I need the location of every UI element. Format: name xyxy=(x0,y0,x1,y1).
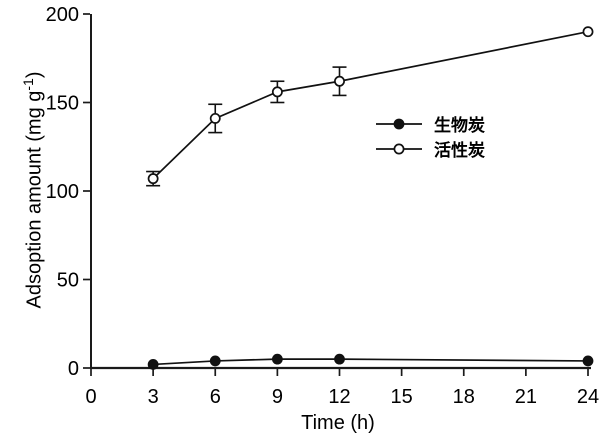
y-axis-title-superscript: -1 xyxy=(20,78,36,91)
data-point-filled-circle xyxy=(334,353,345,365)
y-tick-label: 100 xyxy=(46,181,79,203)
legend-item-biochar: 生物炭 xyxy=(375,111,485,136)
data-point-open-circle xyxy=(271,86,283,98)
filled-circle-marker xyxy=(376,118,422,129)
open-circle-marker xyxy=(376,143,422,154)
x-tick-label: 21 xyxy=(515,386,537,408)
data-point-open-circle xyxy=(334,75,345,87)
x-tick-label: 0 xyxy=(85,386,96,408)
data-point-filled-circle xyxy=(209,355,221,367)
y-axis-title: Adsoption amount (mg g-1) xyxy=(14,0,46,390)
data-point-filled-circle xyxy=(147,359,159,370)
x-tick-label: 18 xyxy=(453,386,475,408)
legend-item-activated-carbon: 活性炭 xyxy=(375,136,485,161)
data-point-open-circle xyxy=(147,173,159,185)
y-axis-title-close: ) xyxy=(23,71,46,79)
legend: 生物炭 活性炭 xyxy=(375,111,485,161)
x-axis-title: Time (h) xyxy=(301,412,375,434)
legend-label-activated-carbon: 活性炭 xyxy=(434,141,485,160)
x-tick-label: 24 xyxy=(577,386,599,408)
x-tick-label: 15 xyxy=(391,386,413,408)
data-point-filled-circle xyxy=(271,353,283,365)
x-tick-label: 9 xyxy=(272,386,283,408)
x-tick-label: 12 xyxy=(328,386,350,408)
y-tick-label: 0 xyxy=(68,358,79,380)
y-tick-label: 200 xyxy=(46,4,79,26)
legend-label-biochar: 生物炭 xyxy=(434,116,485,135)
series-line-open-circle xyxy=(152,30,589,180)
data-point-filled-circle xyxy=(582,355,594,367)
data-point-open-circle xyxy=(582,26,594,38)
y-tick-label: 50 xyxy=(57,270,79,292)
y-axis-title-text: Adsoption amount (mg g xyxy=(23,90,46,309)
x-tick-label: 3 xyxy=(148,386,159,408)
y-tick-label: 150 xyxy=(46,93,79,115)
x-tick-label: 6 xyxy=(210,386,221,408)
data-point-open-circle xyxy=(209,112,221,124)
